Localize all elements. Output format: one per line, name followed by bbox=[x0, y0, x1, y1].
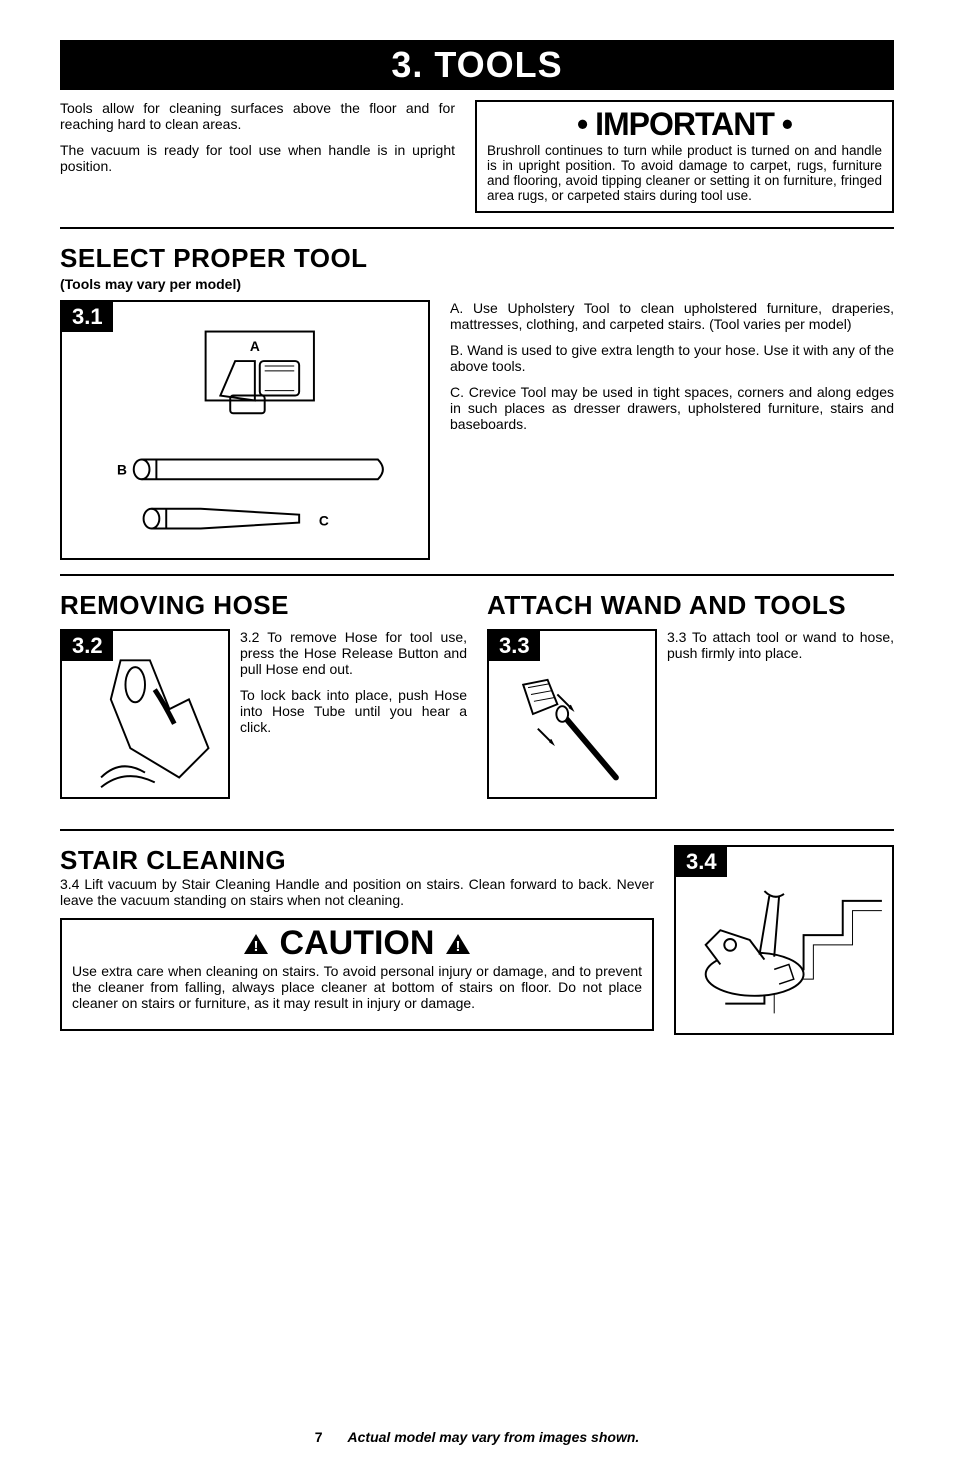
divider bbox=[60, 227, 894, 229]
removing-text: 3.2 To remove Hose for tool use, press t… bbox=[240, 629, 467, 799]
footer-note: Actual model may vary from images shown. bbox=[348, 1429, 640, 1445]
caution-body: Use extra care when cleaning on stairs. … bbox=[72, 963, 642, 1011]
select-pC: C. Crevice Tool may be used in tight spa… bbox=[450, 384, 894, 432]
select-text: A. Use Upholstery Tool to clean upholste… bbox=[450, 300, 894, 560]
select-heading: SELECT PROPER TOOL bbox=[60, 243, 894, 274]
stair-left: STAIR CLEANING 3.4 Lift vacuum by Stair … bbox=[60, 845, 654, 1035]
dual-row: REMOVING HOSE 3.2 3.2 To remove Hose for… bbox=[60, 590, 894, 799]
figtag-3-2: 3.2 bbox=[62, 631, 113, 661]
svg-text:A: A bbox=[250, 339, 260, 354]
attach-col: ATTACH WAND AND TOOLS 3.3 3.3 bbox=[487, 590, 894, 799]
intro-p2: The vacuum is ready for tool use when ha… bbox=[60, 142, 455, 174]
attach-text: 3.3 To attach tool or wand to hose, push… bbox=[667, 629, 894, 799]
page-number: 7 bbox=[315, 1429, 323, 1445]
important-body: Brushroll continues to turn while produc… bbox=[487, 143, 882, 203]
fig-3-3: 3.3 bbox=[487, 629, 657, 799]
divider bbox=[60, 574, 894, 576]
removing-p1: 3.2 To remove Hose for tool use, press t… bbox=[240, 629, 467, 677]
divider bbox=[60, 829, 894, 831]
warning-icon: ! bbox=[242, 932, 270, 956]
caution-title: ! CAUTION ! bbox=[72, 924, 642, 963]
figtag-3-1: 3.1 bbox=[62, 302, 113, 332]
fig-3-2: 3.2 bbox=[60, 629, 230, 799]
caution-box: ! CAUTION ! Use extra care when cleaning… bbox=[60, 918, 654, 1031]
attach-p1: 3.3 To attach tool or wand to hose, push… bbox=[667, 629, 894, 661]
figtag-3-3: 3.3 bbox=[489, 631, 540, 661]
svg-text:!: ! bbox=[254, 938, 259, 955]
removing-heading: REMOVING HOSE bbox=[60, 590, 467, 621]
removing-p2: To lock back into place, push Hose into … bbox=[240, 687, 467, 735]
intro-text: Tools allow for cleaning surfaces above … bbox=[60, 100, 455, 213]
attach-heading: ATTACH WAND AND TOOLS bbox=[487, 590, 894, 621]
fig-3-4: 3.4 bbox=[674, 845, 894, 1035]
select-sub: (Tools may vary per model) bbox=[60, 276, 894, 292]
select-pA: A. Use Upholstery Tool to clean upholste… bbox=[450, 300, 894, 332]
warning-icon: ! bbox=[444, 932, 472, 956]
fig-3-1: 3.1 A B C bbox=[60, 300, 430, 560]
intro-row: Tools allow for cleaning surfaces above … bbox=[60, 100, 894, 213]
select-pB: B. Wand is used to give extra length to … bbox=[450, 342, 894, 374]
select-row: 3.1 A B C A. Use Upholstery Tool to clea… bbox=[60, 300, 894, 560]
svg-text:B: B bbox=[117, 462, 127, 477]
svg-text:C: C bbox=[319, 514, 329, 529]
stair-heading: STAIR CLEANING bbox=[60, 845, 654, 876]
tools-illustration: A B C bbox=[62, 302, 428, 558]
section-banner: 3. TOOLS bbox=[60, 40, 894, 90]
important-title: • IMPORTANT • bbox=[487, 106, 882, 143]
removing-col: REMOVING HOSE 3.2 3.2 To remove Hose for… bbox=[60, 590, 467, 799]
caution-word: CAUTION bbox=[280, 924, 435, 962]
stair-row: STAIR CLEANING 3.4 Lift vacuum by Stair … bbox=[60, 845, 894, 1035]
important-callout: • IMPORTANT • Brushroll continues to tur… bbox=[475, 100, 894, 213]
figtag-3-4: 3.4 bbox=[676, 847, 727, 877]
intro-p1: Tools allow for cleaning surfaces above … bbox=[60, 100, 455, 132]
svg-text:!: ! bbox=[455, 938, 460, 955]
stair-body: 3.4 Lift vacuum by Stair Cleaning Handle… bbox=[60, 876, 654, 908]
footer: 7 Actual model may vary from images show… bbox=[60, 1429, 894, 1445]
